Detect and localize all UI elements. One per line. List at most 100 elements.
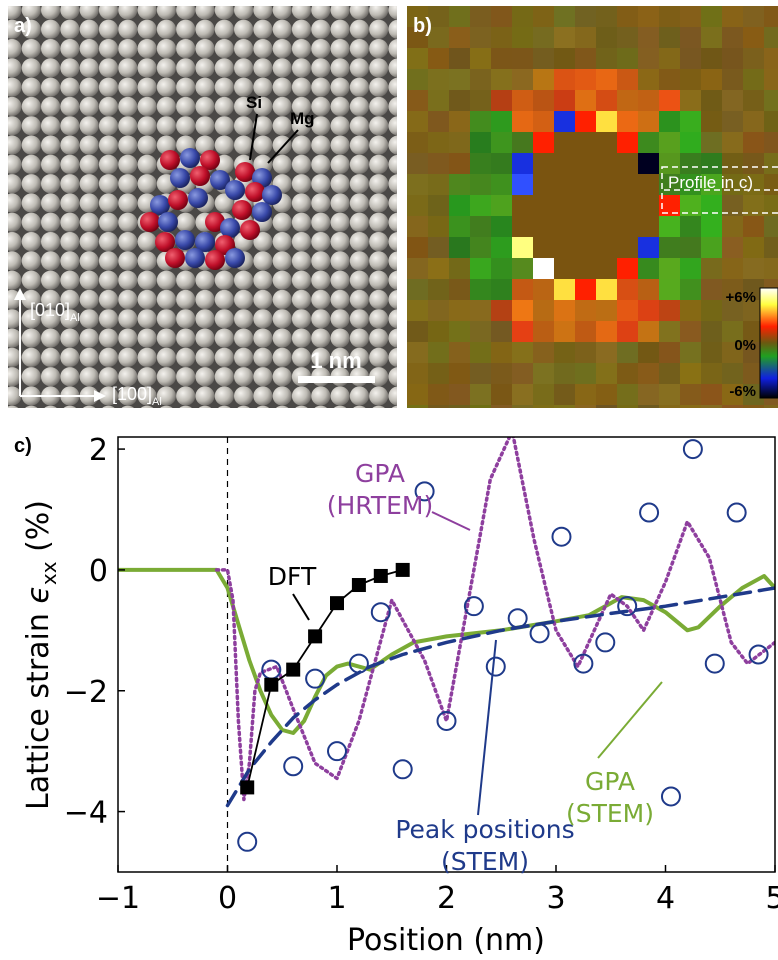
atom [80, 251, 99, 270]
map-pixel [617, 258, 639, 280]
atom [273, 20, 292, 39]
map-pixel [764, 216, 778, 238]
map-pixel [428, 195, 450, 217]
atom [118, 155, 137, 174]
atom [388, 232, 407, 251]
atom [99, 251, 118, 270]
atom [369, 329, 388, 348]
map-pixel [596, 48, 618, 70]
map-pixel [659, 90, 681, 112]
atom [273, 232, 292, 251]
map-pixel [491, 216, 513, 238]
map-pixel [722, 132, 744, 154]
atom [273, 251, 292, 270]
atom [60, 39, 79, 58]
map-pixel [764, 153, 778, 175]
map-pixel [638, 90, 660, 112]
precipitate-atom [190, 166, 210, 186]
map-pixel [722, 90, 744, 112]
atom [331, 78, 350, 97]
precipitate-atom [220, 218, 240, 238]
map-pixel [701, 237, 723, 259]
atom [2, 309, 21, 328]
map-pixel [659, 48, 681, 70]
atom [195, 367, 214, 386]
map-pixel [680, 363, 702, 385]
atom [118, 174, 137, 193]
atom [80, 309, 99, 328]
map-pixel [554, 300, 576, 322]
annotation: GPA [585, 767, 635, 796]
map-pixel [491, 27, 513, 49]
map-pixel [428, 69, 450, 91]
data-point [374, 569, 388, 583]
map-pixel [491, 132, 513, 154]
data-point [531, 624, 549, 642]
map-pixel [596, 363, 618, 385]
map-pixel [701, 321, 723, 343]
atom [215, 290, 234, 309]
atom [22, 232, 41, 251]
map-pixel [701, 132, 723, 154]
map-pixel [449, 216, 471, 238]
atom [118, 58, 137, 77]
precipitate-atom [235, 162, 255, 182]
map-pixel [470, 342, 492, 364]
atom [41, 232, 60, 251]
map-pixel [491, 174, 513, 196]
atom [22, 58, 41, 77]
map-pixel [470, 237, 492, 259]
x-tick-label: 4 [656, 881, 675, 916]
atom [2, 329, 21, 348]
atom [41, 58, 60, 77]
atom [41, 193, 60, 212]
atom [118, 193, 137, 212]
atom [369, 155, 388, 174]
map-pixel [407, 342, 429, 364]
atom [22, 39, 41, 58]
map-pixel [722, 258, 744, 280]
atom [350, 174, 369, 193]
atom [157, 406, 176, 425]
frame [118, 437, 775, 872]
map-pixel [743, 6, 765, 28]
atom [350, 78, 369, 97]
y-label-unit: (%) [21, 500, 56, 561]
map-pixel [449, 132, 471, 154]
atom [60, 193, 79, 212]
map-pixel [491, 6, 513, 28]
precipitate-atom [175, 230, 195, 250]
data-point [286, 663, 300, 677]
map-pixel [407, 69, 429, 91]
atom [22, 367, 41, 386]
atom [138, 136, 157, 155]
atom [369, 58, 388, 77]
map-pixel [470, 174, 492, 196]
atom [176, 58, 195, 77]
atom [80, 329, 99, 348]
atom [369, 251, 388, 270]
atom [2, 174, 21, 193]
atom [388, 406, 407, 425]
atom [41, 213, 60, 232]
atom [311, 290, 330, 309]
atom [138, 271, 157, 290]
atom [273, 58, 292, 77]
atom [41, 406, 60, 425]
map-pixel [596, 321, 618, 343]
map-pixel [638, 258, 660, 280]
atom [118, 329, 137, 348]
map-pixel [638, 279, 660, 301]
map-pixel [638, 174, 660, 196]
atom [60, 348, 79, 367]
map-pixel [491, 258, 513, 280]
atom [350, 213, 369, 232]
map-pixel [659, 405, 681, 427]
map-pixel [512, 174, 534, 196]
atom [176, 39, 195, 58]
atom [138, 155, 157, 174]
map-pixel [659, 237, 681, 259]
map-pixel [407, 195, 429, 217]
map-pixel [617, 153, 639, 175]
atom [118, 20, 137, 39]
